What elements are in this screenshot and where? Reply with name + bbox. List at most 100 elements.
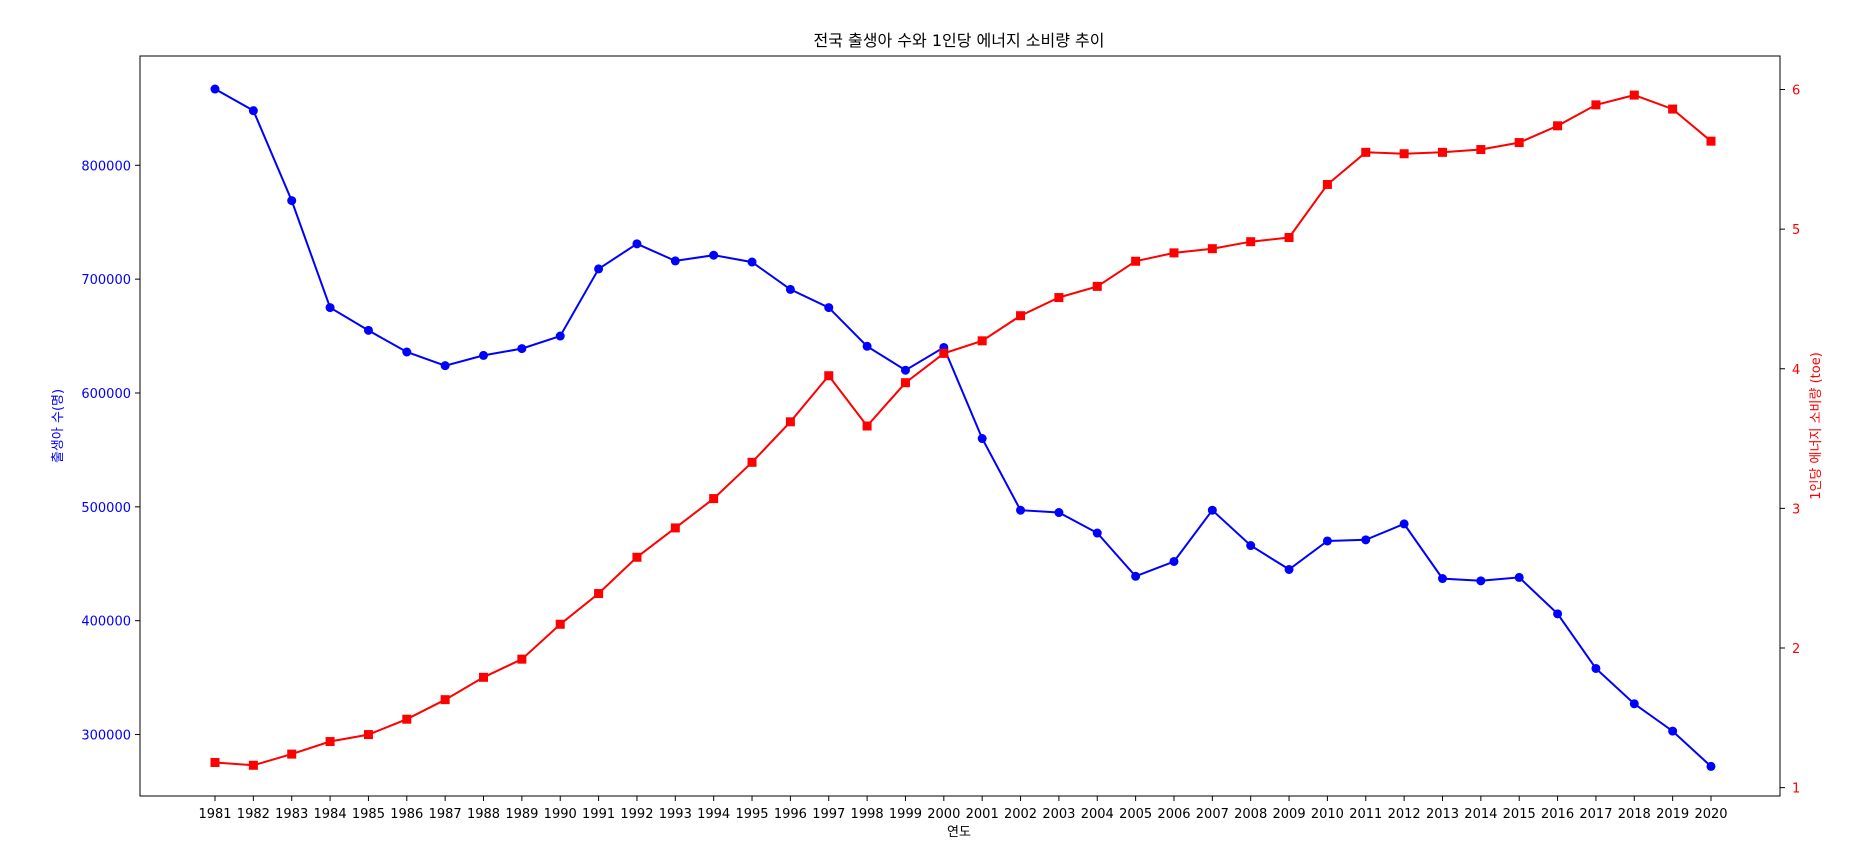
- x-tick-label: 2003: [1042, 807, 1075, 822]
- right-y-tick-label: 6: [1792, 84, 1800, 99]
- left-y-axis-label: 출생아 수(명): [51, 389, 66, 463]
- x-tick-label: 1988: [467, 807, 500, 822]
- data-point: [1591, 663, 1601, 673]
- x-tick-label: 2004: [1081, 807, 1114, 822]
- data-point: [632, 552, 642, 562]
- data-point: [517, 344, 527, 354]
- data-point: [1092, 528, 1102, 538]
- data-point: [862, 421, 872, 431]
- data-point: [1629, 90, 1639, 100]
- data-point: [1207, 505, 1217, 515]
- data-point: [517, 654, 527, 664]
- data-point: [440, 695, 450, 705]
- series-energy: [210, 90, 1716, 770]
- x-tick-label: 2017: [1579, 807, 1612, 822]
- left-y-tick-label: 800000: [81, 159, 131, 174]
- x-axis: 1981 1982 1983 1984 1985 1986 1987 1988 1989 1990…: [198, 796, 1728, 822]
- x-tick-label: 1995: [735, 807, 768, 822]
- data-point: [1284, 233, 1294, 243]
- x-tick-label: 1985: [352, 807, 385, 822]
- data-point: [363, 325, 373, 335]
- x-tick-label: 2013: [1426, 807, 1459, 822]
- data-point: [1131, 256, 1141, 266]
- series-births: [210, 84, 1716, 771]
- data-point: [1322, 536, 1332, 546]
- data-point: [1246, 237, 1256, 247]
- x-tick-label: 2018: [1618, 807, 1651, 822]
- data-point: [1399, 149, 1409, 159]
- data-point: [1629, 699, 1639, 709]
- x-tick-label: 2009: [1273, 807, 1306, 822]
- x-tick-label: 2014: [1464, 807, 1497, 822]
- data-point: [1706, 761, 1716, 771]
- data-point: [977, 336, 987, 346]
- data-point: [785, 417, 795, 427]
- data-point: [1322, 179, 1332, 189]
- data-point: [325, 737, 335, 747]
- data-point: [747, 257, 757, 267]
- x-tick-label: 2002: [1004, 807, 1037, 822]
- left-y-tick-label: 300000: [81, 729, 131, 744]
- x-tick-label: 2008: [1234, 807, 1267, 822]
- data-point: [248, 760, 258, 770]
- right-y-tick-label: 4: [1792, 363, 1800, 378]
- chart-title: 전국 출생아 수와 1인당 에너지 소비량 추이: [814, 31, 1105, 50]
- x-tick-label: 2012: [1388, 807, 1421, 822]
- data-point: [1437, 147, 1447, 157]
- data-point: [747, 457, 757, 467]
- x-tick-label: 1998: [851, 807, 884, 822]
- data-point: [594, 589, 604, 599]
- x-tick-label: 2019: [1656, 807, 1689, 822]
- plot-frame: [139, 55, 1781, 797]
- series-line: [214, 94, 1712, 767]
- data-point: [785, 284, 795, 294]
- data-point: [210, 757, 220, 767]
- data-point: [900, 365, 910, 375]
- data-point: [1553, 121, 1563, 131]
- data-point: [555, 619, 565, 629]
- data-point: [1054, 293, 1064, 303]
- data-point: [555, 331, 565, 341]
- data-point: [709, 494, 719, 504]
- right-y-tick-label: 1: [1792, 782, 1800, 797]
- x-tick-label: 2006: [1157, 807, 1190, 822]
- data-point: [210, 84, 220, 94]
- x-tick-label: 2000: [927, 807, 960, 822]
- data-point: [402, 347, 412, 357]
- left-y-axis: 300000 400000 500000 600000 700000 800000: [81, 159, 140, 744]
- data-point: [862, 341, 872, 351]
- data-point: [1246, 541, 1256, 551]
- x-tick-label: 2015: [1503, 807, 1536, 822]
- data-point: [248, 106, 258, 116]
- x-tick-label: 1990: [544, 807, 577, 822]
- left-y-tick-label: 500000: [81, 501, 131, 516]
- x-tick-label: 2020: [1694, 807, 1727, 822]
- right-y-tick-label: 3: [1792, 502, 1800, 517]
- data-point: [1437, 574, 1447, 584]
- x-tick-label: 1991: [582, 807, 615, 822]
- data-point: [1016, 505, 1026, 515]
- x-tick-label: 1992: [620, 807, 653, 822]
- x-tick-label: 1986: [390, 807, 423, 822]
- series-layer: [210, 84, 1716, 771]
- right-y-axis-label: 1인당 에너지 소비량 (toe): [1809, 352, 1824, 500]
- x-tick-label: 2007: [1196, 807, 1229, 822]
- data-point: [1514, 572, 1524, 582]
- x-tick-label: 1982: [237, 807, 270, 822]
- x-tick-label: 2005: [1119, 807, 1152, 822]
- x-tick-label: 1999: [889, 807, 922, 822]
- data-point: [440, 361, 450, 371]
- data-point: [1476, 576, 1486, 586]
- data-point: [1092, 281, 1102, 291]
- data-point: [1514, 138, 1524, 148]
- data-point: [1553, 609, 1563, 619]
- data-point: [670, 523, 680, 533]
- data-point: [1054, 508, 1064, 518]
- data-point: [1706, 136, 1716, 146]
- data-point: [287, 749, 297, 759]
- x-tick-label: 1996: [774, 807, 807, 822]
- data-point: [479, 350, 489, 360]
- right-y-axis: 1 2 3 4 5 6: [1780, 84, 1800, 797]
